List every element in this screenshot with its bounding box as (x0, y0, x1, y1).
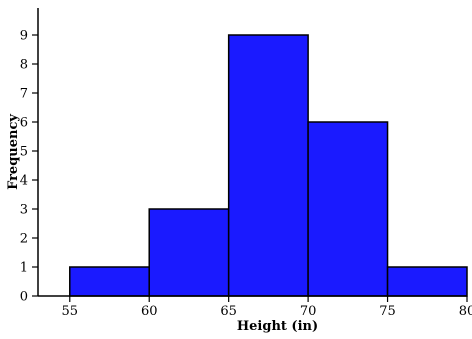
histogram-bar-2 (148, 208, 230, 297)
histogram-bar-3 (227, 34, 309, 297)
y-tick-label-0: 0 (20, 290, 28, 305)
x-tick-label-55: 55 (62, 304, 79, 319)
x-axis-title: Height (in) (237, 319, 318, 334)
y-ticks: 0 1 2 3 4 5 6 7 8 9 (20, 29, 38, 305)
x-tick-label-65: 65 (220, 304, 237, 319)
x-tick-label-80: 80 (459, 304, 472, 319)
bars-layer (69, 34, 468, 297)
histogram-bar-1 (69, 266, 150, 297)
y-tick-label-4: 4 (20, 174, 28, 189)
y-tick-label-3: 3 (20, 203, 28, 218)
histogram-bar-5 (386, 266, 468, 297)
y-tick-label-9: 9 (20, 29, 28, 44)
x-tick-label-60: 60 (141, 304, 158, 319)
y-tick-label-8: 8 (20, 58, 28, 73)
y-tick-label-6: 6 (20, 116, 28, 131)
x-tick-label-75: 75 (379, 304, 396, 319)
y-tick-label-2: 2 (20, 232, 28, 247)
axes-layer (37, 8, 467, 297)
x-tick-label-70: 70 (300, 304, 317, 319)
y-tick-label-5: 5 (20, 145, 28, 160)
y-axis-title: Frequency (6, 114, 21, 190)
histogram-bar-4 (307, 121, 389, 297)
y-tick-label-1: 1 (20, 261, 28, 276)
x-ticks: 55 60 65 70 75 80 (62, 296, 472, 319)
y-tick-label-7: 7 (20, 87, 28, 102)
